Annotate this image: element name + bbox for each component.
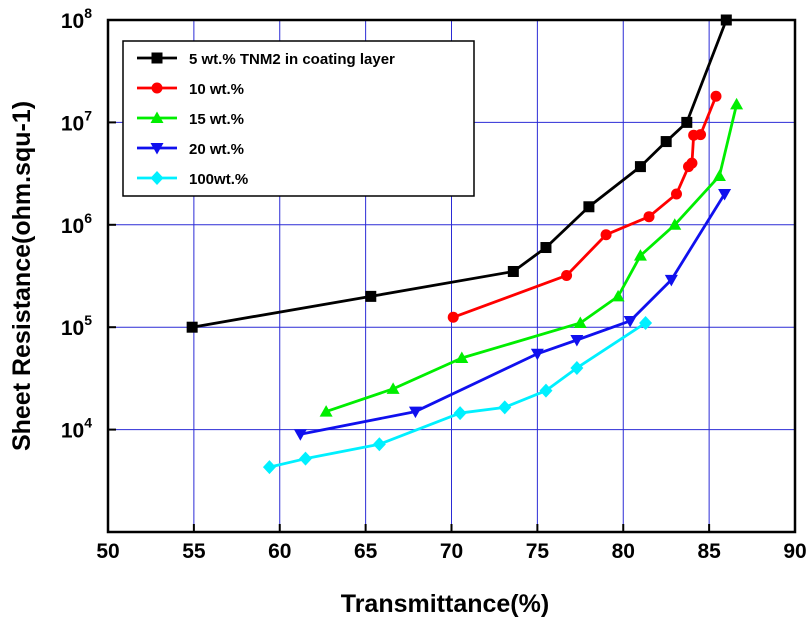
x-tick-label: 80	[612, 540, 635, 563]
data-point	[600, 229, 612, 241]
axis-ticks: 50 55 60 65 70 75 80 85 90 104 105 106 107 108	[61, 5, 807, 563]
data-point	[681, 116, 693, 128]
data-point	[664, 274, 678, 287]
series-2	[447, 90, 722, 323]
data-point	[570, 360, 584, 375]
x-tick-label: 90	[783, 540, 806, 563]
data-point	[453, 406, 467, 421]
x-tick-label: 85	[697, 540, 721, 563]
data-point	[623, 315, 637, 328]
y-tick-label: 106	[61, 210, 92, 238]
data-point	[262, 460, 276, 475]
legend-marker	[150, 111, 164, 123]
legend-label: 10 wt.%	[189, 81, 244, 98]
y-tick-label: 107	[61, 107, 92, 135]
data-point	[660, 136, 672, 148]
data-point	[498, 400, 512, 415]
x-tick-label: 60	[268, 540, 291, 563]
legend-marker	[151, 52, 163, 64]
series-4	[293, 188, 732, 441]
data-point	[718, 188, 732, 201]
data-point	[293, 429, 307, 441]
data-point	[611, 289, 625, 302]
data-point	[408, 406, 422, 419]
data-point	[634, 161, 646, 173]
data-point	[386, 382, 400, 394]
x-tick-label: 65	[354, 540, 378, 563]
series-line	[269, 321, 647, 469]
legend-marker	[150, 171, 164, 185]
legend-box	[122, 40, 475, 197]
data-point	[507, 265, 519, 277]
legend-marker	[151, 82, 163, 94]
data-point	[583, 201, 595, 213]
data-point	[710, 90, 722, 102]
data-point	[365, 290, 377, 302]
data-point	[299, 451, 313, 466]
data-point	[643, 211, 655, 223]
legend: 5 wt.% TNM2 in coating layer 10 wt.% 15 wt…	[122, 40, 475, 197]
data-point	[319, 405, 333, 417]
y-tick-label: 104	[61, 415, 92, 443]
x-tick-label: 50	[96, 540, 119, 563]
x-tick-label: 70	[440, 540, 463, 563]
data-point	[573, 316, 587, 328]
x-axis-title: Transmittance(%)	[341, 590, 549, 618]
data-point	[668, 218, 682, 230]
x-tick-label: 55	[182, 540, 206, 563]
y-tick-label: 105	[61, 312, 92, 340]
data-point	[686, 157, 698, 169]
legend-label: 100wt.%	[189, 171, 248, 188]
legend-label: 15 wt.%	[189, 111, 244, 128]
y-tick-label: 108	[61, 5, 92, 33]
series-5	[262, 315, 653, 475]
y-axis-title: Sheet Resistance(ohm.squ-1)	[8, 101, 36, 451]
data-point	[539, 383, 553, 398]
data-point	[633, 249, 647, 261]
data-point	[455, 351, 469, 364]
data-point	[447, 311, 459, 323]
series-layer	[186, 14, 744, 475]
legend-label: 20 wt.%	[189, 141, 244, 158]
data-point	[670, 188, 682, 200]
series-3	[319, 97, 744, 417]
data-point	[695, 129, 707, 141]
data-point	[540, 242, 552, 254]
data-point	[186, 321, 198, 333]
data-point	[530, 348, 544, 361]
data-point	[561, 269, 573, 281]
data-point	[570, 334, 584, 347]
legend-marker	[150, 143, 164, 155]
data-point	[372, 437, 386, 452]
data-point	[712, 169, 726, 181]
legend-label: 5 wt.% TNM2 in coating layer	[189, 51, 395, 68]
data-point	[730, 97, 744, 110]
data-point	[639, 315, 653, 330]
x-tick-label: 75	[526, 540, 550, 563]
